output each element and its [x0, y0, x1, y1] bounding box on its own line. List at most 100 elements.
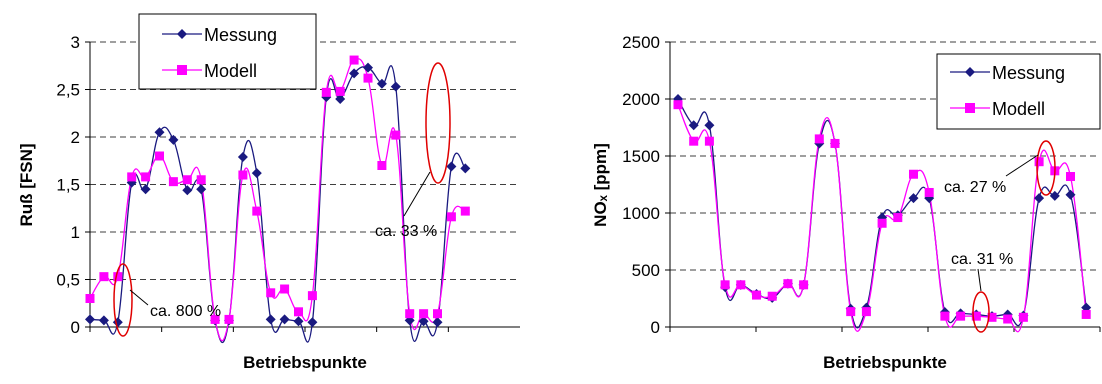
y-tick-label: 2,5 — [56, 81, 80, 100]
data-point-modell — [363, 73, 373, 83]
legend-marker-messung — [965, 67, 975, 77]
data-point-modell — [182, 175, 192, 185]
data-point-modell — [720, 280, 730, 290]
data-point-messung — [265, 314, 276, 325]
annotation-ellipse-33 — [425, 62, 451, 184]
data-point-modell — [99, 272, 109, 282]
series-group — [673, 94, 1092, 333]
series-group — [85, 55, 471, 344]
data-point-messung — [335, 94, 346, 104]
data-point-modell — [1018, 312, 1028, 322]
data-point-messung — [112, 317, 123, 328]
annotation-pointer-800 — [129, 289, 149, 306]
annotation-ellipse-800 — [113, 263, 133, 337]
data-point-messung — [446, 161, 457, 172]
data-point-messung — [251, 168, 262, 179]
data-point-modell — [752, 290, 761, 300]
data-point-modell — [956, 311, 966, 321]
legend-box — [138, 13, 317, 90]
annotation-ellipse-27 — [1036, 140, 1056, 196]
y-tick-label: 0 — [71, 318, 80, 337]
legend-marker-messung — [177, 29, 187, 39]
data-point-modell — [238, 170, 248, 180]
legend-box — [936, 53, 1101, 130]
data-point-messung — [688, 120, 699, 131]
data-point-modell — [349, 55, 359, 65]
data-point-modell — [767, 291, 777, 301]
data-point-modell — [783, 279, 793, 289]
data-point-messung — [237, 151, 248, 162]
annotation-ellipse-31 — [972, 291, 990, 333]
legend-label-messung: Messung — [204, 25, 277, 45]
y-tick-label: 2000 — [622, 90, 660, 109]
data-point-modell — [335, 86, 345, 96]
y-tick-label: 1500 — [622, 147, 660, 166]
data-point-modell — [141, 172, 151, 182]
data-point-messung — [196, 184, 207, 195]
y-tick-label: 2500 — [622, 33, 660, 52]
data-point-messung — [1034, 193, 1045, 204]
legend-label-messung: Messung — [992, 63, 1065, 83]
y-tick-label: 3 — [71, 33, 80, 52]
annotation-pointer-27 — [1005, 154, 1039, 177]
data-point-modell — [419, 309, 429, 319]
chart-nox: 0 500 1000 1500 2000 2500 NOₓ [ppm] Betriebsp… — [591, 33, 1101, 372]
chart-russ: 0 0,5 1 1,5 2 2,5 3 Ruß [FSN] Betriebspunkte M… — [17, 13, 520, 372]
data-point-modell — [377, 161, 387, 170]
data-point-messung — [908, 193, 919, 204]
data-point-messung — [182, 185, 193, 196]
data-point-messung — [432, 317, 443, 328]
data-point-modell — [405, 309, 415, 319]
annotation-33: ca. 33 % — [375, 223, 437, 240]
data-point-modell — [736, 280, 746, 290]
data-point-messung — [85, 314, 95, 325]
grid-lines — [670, 41, 1100, 271]
annotation-800: ca. 800 % — [150, 303, 221, 320]
data-point-modell — [224, 314, 234, 324]
data-point-modell — [113, 272, 123, 282]
annotation-31: ca. 31 % — [951, 251, 1013, 268]
x-axis-label: Betriebspunkte — [823, 353, 947, 372]
data-point-modell — [280, 284, 290, 294]
data-point-modell — [446, 212, 456, 222]
y-tick-label: 500 — [632, 261, 660, 280]
data-point-modell — [433, 309, 442, 319]
annotation-27: ca. 27 % — [944, 179, 1006, 196]
data-point-messung — [704, 120, 715, 131]
x-tick-marks — [89, 327, 449, 332]
legend: Messung Modell — [138, 13, 317, 90]
legend-label-modell: Modell — [204, 61, 257, 81]
data-point-messung — [418, 316, 429, 327]
data-point-modell — [846, 307, 856, 317]
data-point-modell — [168, 177, 178, 187]
data-point-modell — [689, 136, 699, 146]
data-point-messung — [349, 68, 360, 79]
data-point-modell — [155, 151, 164, 161]
data-point-modell — [307, 291, 317, 301]
data-point-modell — [909, 169, 918, 179]
data-point-messung — [168, 134, 179, 145]
y-tick-label: 1000 — [622, 204, 660, 223]
data-point-modell — [971, 311, 981, 321]
data-point-modell — [196, 175, 206, 185]
data-point-modell — [1034, 157, 1044, 167]
data-point-messung — [376, 78, 387, 89]
data-point-modell — [987, 312, 997, 322]
data-point-messung — [363, 62, 373, 73]
data-point-messung — [307, 317, 318, 328]
data-point-messung — [98, 315, 109, 326]
data-point-modell — [673, 100, 683, 110]
data-point-modell — [85, 294, 95, 303]
data-point-modell — [877, 218, 887, 228]
data-point-modell — [799, 280, 809, 290]
data-point-modell — [391, 130, 401, 140]
y-tick-label: 1 — [71, 223, 80, 242]
data-point-modell — [1081, 309, 1091, 319]
x-axis-label: Betriebspunkte — [243, 353, 367, 372]
data-point-modell — [321, 87, 331, 97]
annotation-pointer-31 — [977, 268, 982, 292]
data-point-modell — [893, 213, 903, 223]
data-point-messung — [1049, 190, 1060, 201]
